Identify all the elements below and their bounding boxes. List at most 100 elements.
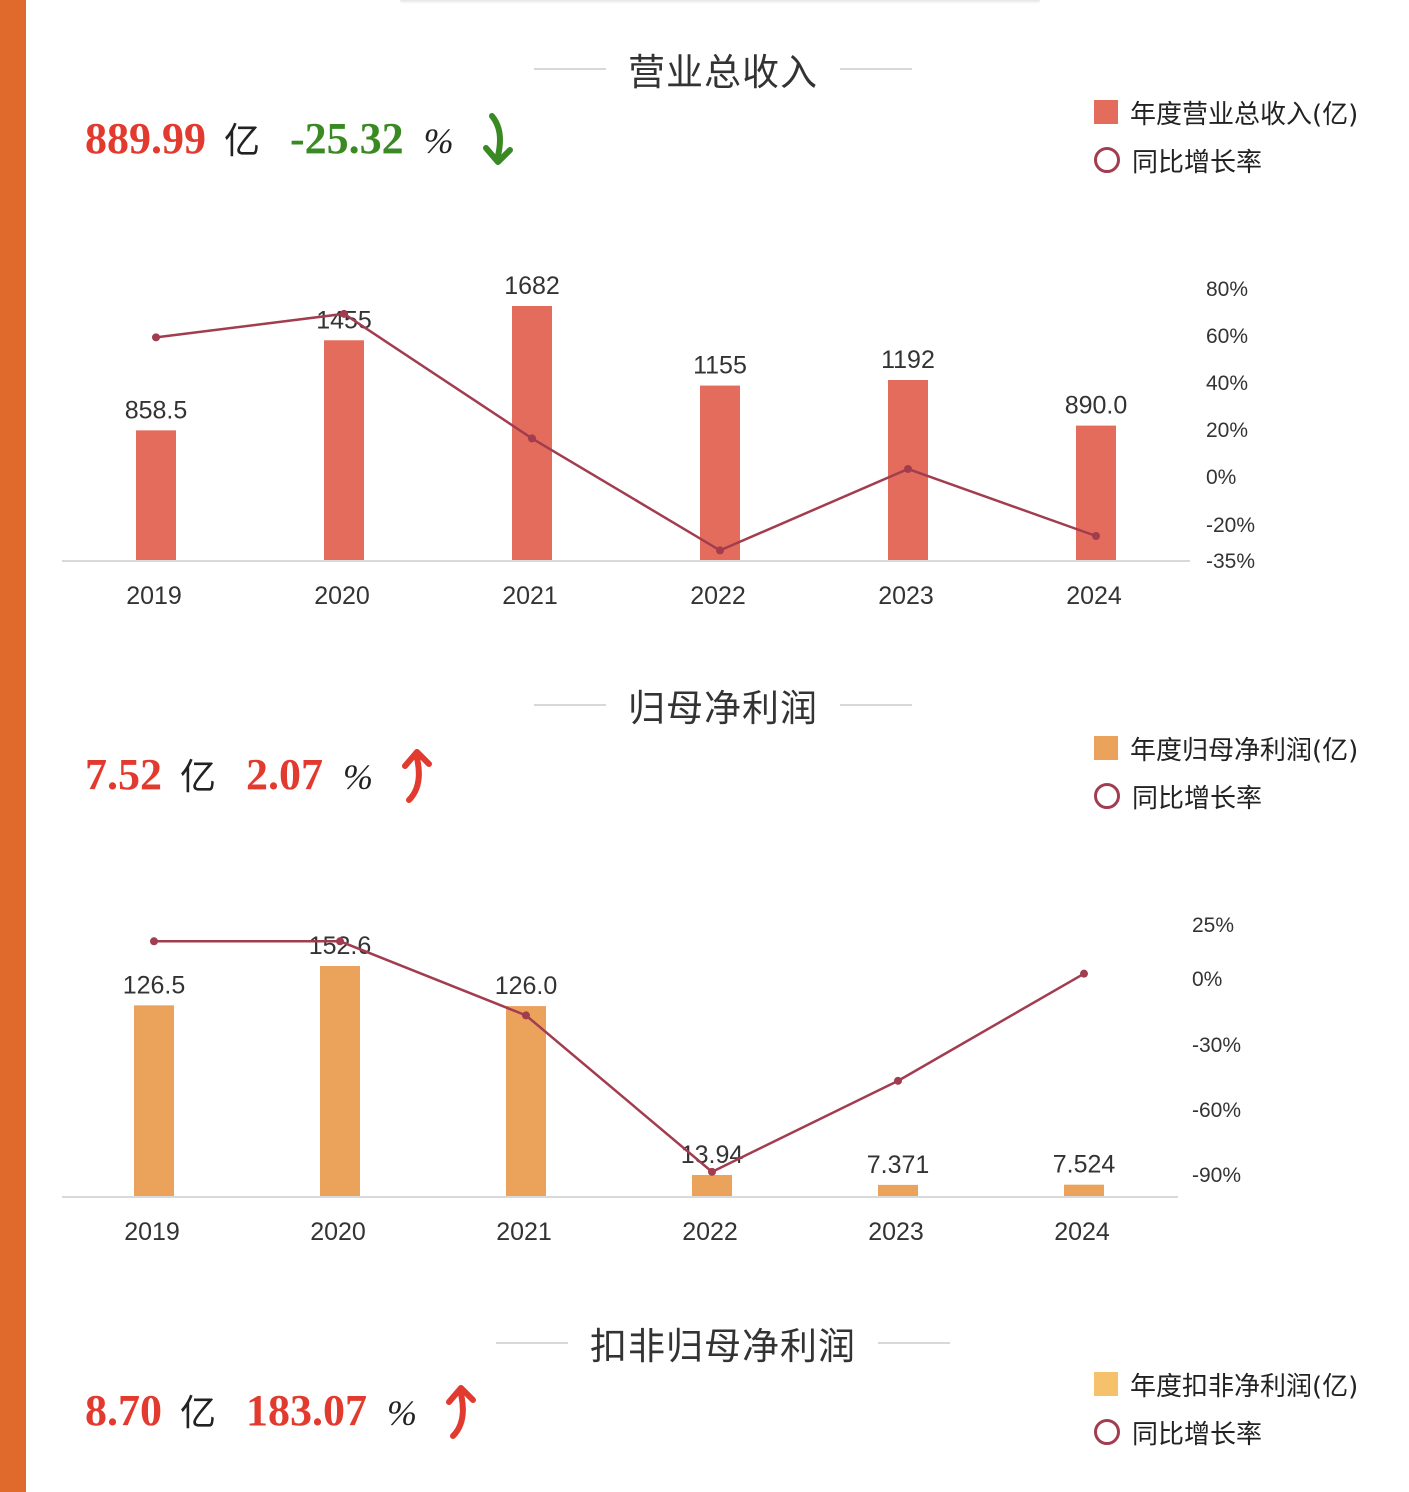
right-axis-tick-label: 20% [1206, 419, 1248, 442]
right-axis-tick-label: -35% [1206, 550, 1255, 573]
revenue-section: 营业总收入 889.99 亿 -25.32 % 年度营业总收入(亿) 同比增长率… [26, 0, 1409, 640]
bar-value-label: 1682 [504, 272, 560, 300]
legend-line-marker [1094, 147, 1120, 173]
legend-item-line: 同比增长率 [1094, 772, 1358, 820]
section-title: 扣非归母净利润 [590, 1325, 856, 1368]
x-tick-label: 2020 [310, 1218, 366, 1246]
growth-rate-point [522, 1011, 530, 1020]
headline-value: 7.52 [85, 750, 162, 799]
bar [512, 306, 552, 560]
headline-unit: 亿 [180, 757, 217, 798]
x-tick-label: 2021 [496, 1218, 552, 1246]
bar-value-label: 1192 [881, 346, 935, 374]
legend-bar-swatch [1094, 736, 1118, 760]
curved-up-arrow-icon [402, 749, 433, 803]
title-rule-left [496, 1342, 568, 1344]
title-rule-right [840, 704, 912, 706]
net-profit-headline: 7.52 亿 2.07 % [85, 748, 435, 804]
bar [136, 430, 176, 560]
right-axis-tick-label: 60% [1206, 325, 1248, 348]
section-title: 营业总收入 [628, 51, 818, 94]
right-axis-tick-label: 25% [1192, 914, 1234, 937]
right-axis-tick-label: 40% [1206, 372, 1248, 395]
headline-change: 2.07 [246, 750, 324, 799]
bar [324, 340, 364, 560]
revenue-chart: 858.520191455202016822021115520221192202… [62, 272, 1255, 610]
growth-rate-point [336, 937, 344, 946]
bar-value-label: 126.5 [123, 971, 186, 999]
legend-line-marker [1094, 1419, 1120, 1445]
legend-line-label: 同比增长率 [1132, 1419, 1263, 1450]
headline-value: 8.70 [85, 1386, 162, 1435]
bar [878, 1184, 918, 1196]
title-rule-right [840, 68, 912, 70]
bar-value-label: 152.6 [309, 932, 372, 960]
legend-bar-swatch [1094, 100, 1118, 124]
left-accent-bar [0, 0, 26, 1492]
growth-rate-point [340, 309, 348, 318]
growth-rate-point [528, 434, 536, 443]
right-axis-tick-label: -30% [1192, 1034, 1241, 1057]
deducted-profit-section: 扣非归母净利润 8.70 亿 183.07 % 年度扣非净利润(亿) 同比增长率 [26, 1280, 1409, 1492]
x-tick-label: 2023 [878, 582, 934, 610]
legend-item-bar: 年度归母净利润(亿) [1094, 724, 1358, 772]
growth-rate-point [708, 1167, 716, 1176]
deducted-profit-title-wrap: 扣非归母净利润 [496, 1316, 950, 1370]
right-axis-tick-label: -20% [1206, 514, 1255, 537]
x-tick-label: 2024 [1054, 1218, 1110, 1246]
headline-change: -25.32 [290, 114, 404, 163]
growth-rate-point [1080, 969, 1088, 978]
growth-rate-line [154, 940, 1085, 1174]
net-profit-title-wrap: 归母净利润 [534, 678, 912, 732]
headline-percent-sign: % [343, 757, 374, 797]
legend-line-label: 同比增长率 [1132, 783, 1263, 814]
bar-value-label: 890.0 [1065, 392, 1128, 420]
title-rule-right [878, 1342, 950, 1344]
revenue-headline: 889.99 亿 -25.32 % [85, 112, 516, 168]
headline-change: 183.07 [246, 1386, 368, 1435]
headline-unit: 亿 [180, 1393, 217, 1434]
x-tick-label: 2021 [502, 582, 558, 610]
growth-rate-point [1092, 532, 1100, 540]
legend-line-label: 同比增长率 [1132, 147, 1263, 178]
deducted-profit-headline: 8.70 亿 183.07 % [85, 1384, 479, 1440]
bar [1064, 1184, 1104, 1196]
curved-down-arrow-icon [482, 113, 513, 165]
right-axis-tick-label: -60% [1192, 1099, 1241, 1122]
bar [700, 385, 740, 560]
x-tick-label: 2022 [682, 1218, 738, 1246]
bar-value-label: 7.524 [1053, 1151, 1116, 1179]
bar-value-label: 1155 [693, 352, 747, 380]
bar [506, 1006, 546, 1196]
net-profit-section: 归母净利润 7.52 亿 2.07 % 年度归母净利润(亿) 同比增长率 126… [26, 640, 1409, 1280]
revenue-title-wrap: 营业总收入 [534, 42, 912, 96]
growth-rate-point [904, 464, 912, 473]
legend-bar-label: 年度扣非净利润(亿) [1130, 1371, 1359, 1402]
title-rule-left [534, 68, 606, 70]
legend-item-line: 同比增长率 [1094, 1408, 1358, 1456]
bar [320, 966, 360, 1196]
legend-line-marker [1094, 783, 1120, 809]
curved-up-arrow-icon [446, 1385, 477, 1439]
x-tick-label: 2019 [124, 1218, 180, 1246]
growth-rate-point [150, 937, 158, 946]
net-profit-legend: 年度归母净利润(亿) 同比增长率 [1094, 724, 1358, 820]
bar [692, 1174, 732, 1196]
legend-item-line: 同比增长率 [1094, 136, 1358, 184]
growth-rate-point [716, 546, 724, 555]
x-tick-label: 2019 [126, 582, 182, 610]
headline-unit: 亿 [224, 121, 261, 162]
x-tick-label: 2023 [868, 1218, 924, 1246]
section-title: 归母净利润 [628, 687, 818, 730]
x-tick-label: 2022 [690, 582, 746, 610]
legend-item-bar: 年度扣非净利润(亿) [1094, 1360, 1358, 1408]
legend-item-bar: 年度营业总收入(亿) [1094, 88, 1358, 136]
growth-rate-line [155, 312, 1097, 552]
net-profit-chart: 126.52019152.62020126.0202113.9420227.37… [62, 914, 1241, 1246]
legend-bar-label: 年度归母净利润(亿) [1130, 735, 1359, 766]
right-axis-tick-label: -90% [1192, 1164, 1241, 1187]
revenue-legend: 年度营业总收入(亿) 同比增长率 [1094, 88, 1358, 184]
x-tick-label: 2020 [314, 582, 370, 610]
bar-value-label: 858.5 [125, 396, 188, 424]
top-card-edge [400, 0, 1040, 4]
